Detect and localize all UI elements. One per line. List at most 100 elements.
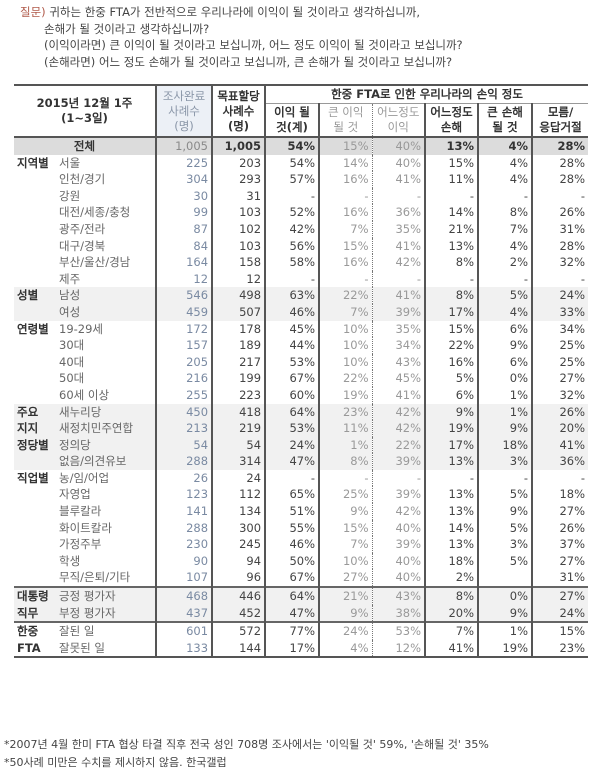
done-count-header: 조사완료 사례수 (명) [155,84,213,138]
pct-some-loss: 17% [424,303,479,321]
table-row: 강원 30 31- - - - - - [14,187,589,205]
done-count: 12 [155,270,213,288]
pct-big-loss: 4% [477,154,533,172]
pct-some-benefit: 39% [371,453,426,470]
pct-big-loss: 3% [477,536,533,553]
pct-benefit-total: - [264,270,320,288]
table-row: 직업별 농/임/어업 26 24- - - - - - [14,469,589,487]
pct-big-benefit: 14% [318,154,373,172]
row-group [14,271,56,288]
pct-big-benefit: 15% [318,237,373,255]
group-title-header: 한중 FTA로 인한 우리나라의 손익 정도 [264,84,589,104]
question-line-1: 질문) 귀하는 한중 FTA가 전반적으로 우리나라에 이익이 될 것이라고 생… [20,5,421,19]
pct-big-benefit: 15% [318,137,373,155]
row-group [14,354,56,371]
pct-some-benefit: 12% [371,639,426,659]
pct-big-benefit: 16% [318,254,373,271]
pct-big-loss: 6% [477,353,533,371]
done-count: 30 [155,187,213,205]
row-group [14,536,56,553]
done-count: 1,005 [155,137,213,155]
pct-some-benefit: 41% [371,386,426,404]
pct-some-loss: 9% [424,403,479,421]
table-row: 40대 205 217 53% 10% 43% 16% 6% 25% [14,353,589,371]
pct-dont-know: 33% [531,303,589,321]
pct-big-loss: 6% [477,320,533,338]
table-row: 주요 새누리당 450 418 64% 23% 42% 9% 1% 26% [14,403,589,421]
row-group [14,171,56,188]
pct-some-benefit: 39% [371,536,426,553]
pct-big-loss: 8% [477,204,533,221]
pct-big-benefit: 27% [318,569,373,588]
pct-big-loss: 1% [477,621,533,640]
pct-some-loss: 13% [424,536,479,553]
row-group [14,204,56,221]
pct-some-loss: 13% [424,137,479,155]
target-count: 178 [211,320,266,338]
row-group: 지지 [14,420,56,437]
pct-dont-know: 25% [531,337,589,354]
done-count: 255 [155,386,213,404]
done-count: 84 [155,237,213,255]
pct-some-loss: 15% [424,154,479,172]
pct-big-loss: 1% [477,386,533,404]
row-group [14,569,56,587]
pct-big-benefit: 11% [318,420,373,437]
pct-benefit-total: 47% [264,453,320,470]
row-subgroup: 자영업 [59,487,91,502]
done-count: 216 [155,370,213,387]
pct-some-loss: 20% [424,604,479,623]
col-header-big-loss: 큰 손해 될 것 [477,103,533,138]
pct-big-benefit: 10% [318,337,373,354]
pct-benefit-total: 58% [264,254,320,271]
row-group [14,337,56,354]
pct-dont-know: - [531,469,589,487]
pct-big-loss: 0% [477,586,533,605]
row-subgroup: 대전/세종/충청 [59,205,131,220]
done-count: 90 [155,552,213,570]
row-subgroup: 부정 평가자 [56,604,157,623]
done-count: 87 [155,220,213,238]
pct-dont-know: 20% [531,420,589,437]
target-count: 507 [211,303,266,321]
row-group [14,303,56,321]
target-count: 54 [211,436,266,454]
done-count: 225 [155,154,213,172]
pct-big-benefit: 15% [318,519,373,537]
pct-big-benefit: 19% [318,386,373,404]
target-count: 300 [211,519,266,537]
target-count: 103 [211,237,266,255]
pct-some-loss: 16% [424,353,479,371]
pct-benefit-total: 42% [264,220,320,238]
target-count: 203 [211,154,266,172]
pct-benefit-total: 55% [264,519,320,537]
pct-big-benefit: 9% [318,503,373,520]
table-row: 무직/은퇴/기타 107 96 67% 27% 40% 2% 31% [14,569,589,588]
row-subgroup: 블루칼라 [59,504,102,519]
done-count: 141 [155,503,213,520]
row-group [14,453,56,470]
row-subgroup: 잘못된 일 [56,639,157,659]
pct-benefit-total: 53% [264,353,320,371]
pct-dont-know: 27% [531,552,589,570]
table-row: FTA 잘못된 일 133 144 17% 4% 12% 41% 19% 23% [14,639,589,659]
target-count: 199 [211,370,266,387]
pct-big-benefit: - [318,469,373,487]
pct-dont-know: 26% [531,403,589,421]
table-row: 없음/의견유보 288 314 47% 8% 39% 13% 3% 36% [14,453,589,470]
pct-dont-know: 15% [531,621,589,640]
table-row: 대통령 긍정 평가자 468 446 64% 21% 43% 8% 0% 27% [14,586,589,605]
pct-benefit-total: 52% [264,204,320,221]
pct-dont-know: 24% [531,287,589,304]
pct-some-benefit: - [371,187,426,205]
done-count: 99 [155,204,213,221]
pct-benefit-total: 17% [264,639,320,659]
pct-big-loss: 4% [477,303,533,321]
results-table: 2015년 12월 1주 (1~3일) 조사완료 사례수 (명) 목표할당 사례… [14,84,589,659]
target-count: 189 [211,337,266,354]
pct-benefit-total: 47% [264,604,320,623]
row-group: 정당별 [14,436,56,454]
row-group: 지역별 [17,155,49,170]
table-row: 학생 90 94 50% 10% 40% 18% 5% 27% [14,552,589,570]
pct-some-benefit: - [371,270,426,288]
